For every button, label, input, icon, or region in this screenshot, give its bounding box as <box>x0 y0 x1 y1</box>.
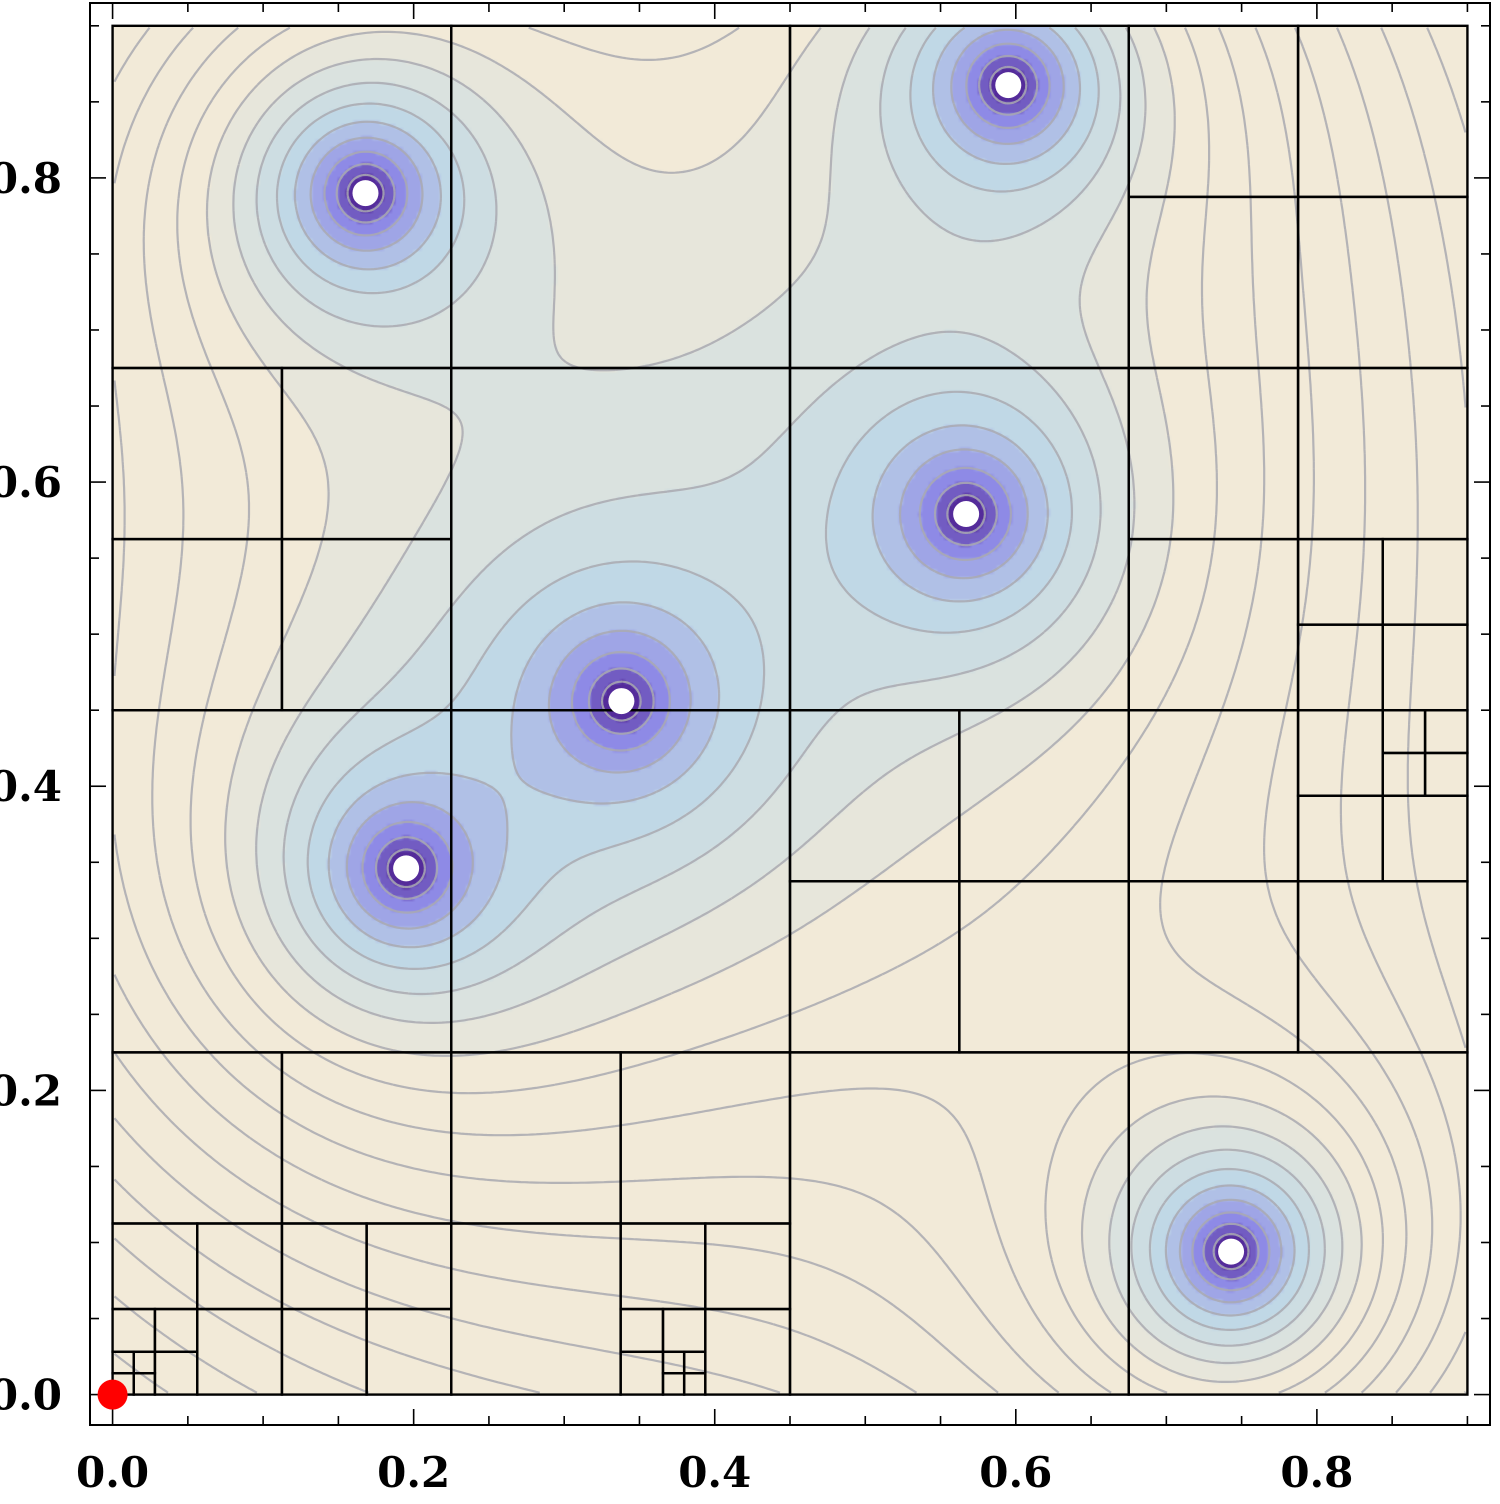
source-point <box>608 688 635 715</box>
y-axis-tick-labels: 0.0 0.2 0.4 0.6 0.8 <box>0 154 62 1420</box>
contour-line <box>323 42 1271 1292</box>
origin-marker <box>97 1379 128 1410</box>
x-tick-label: 0.2 <box>377 1448 450 1497</box>
contour-line <box>113 26 1434 1394</box>
contour-line <box>293 26 1296 1317</box>
contour-line <box>309 28 1283 1304</box>
contour-line <box>113 27 1462 1394</box>
source-point <box>1218 1238 1245 1265</box>
contour-line <box>176 26 1384 1394</box>
contour-line <box>255 27 1326 1347</box>
quadtree-cells <box>111 24 1469 1396</box>
x-tick-label: 0.6 <box>979 1448 1052 1497</box>
x-tick-label: 0.4 <box>678 1448 751 1497</box>
source-point <box>995 72 1022 99</box>
source-point <box>393 855 420 882</box>
contour-line <box>232 27 1344 1365</box>
contour-line <box>275 26 1310 1331</box>
axis-ticks <box>90 3 1490 1425</box>
y-tick-label: 0.8 <box>0 154 62 203</box>
quadtree-cell <box>1127 1051 1469 1396</box>
contour-line <box>113 1237 370 1394</box>
contour-line <box>346 65 1250 1271</box>
y-tick-label: 0.2 <box>0 1066 62 1115</box>
x-tick-label: 0.8 <box>1280 1448 1353 1497</box>
source-point <box>352 180 379 207</box>
x-tick-label: 0.0 <box>76 1448 149 1497</box>
contour-line <box>113 27 1467 1394</box>
y-tick-label: 0.6 <box>0 458 62 507</box>
contour-line <box>335 54 1260 1281</box>
contour-line <box>142 26 1408 1394</box>
x-axis-tick-labels: 0.0 0.2 0.4 0.6 0.8 <box>76 1448 1353 1497</box>
source-points <box>352 72 1245 1265</box>
y-tick-label: 0.4 <box>0 762 62 811</box>
y-tick-label: 0.0 <box>0 1371 62 1420</box>
contour-line <box>205 27 1363 1383</box>
contour-line <box>113 27 1467 1394</box>
source-point <box>953 501 980 528</box>
